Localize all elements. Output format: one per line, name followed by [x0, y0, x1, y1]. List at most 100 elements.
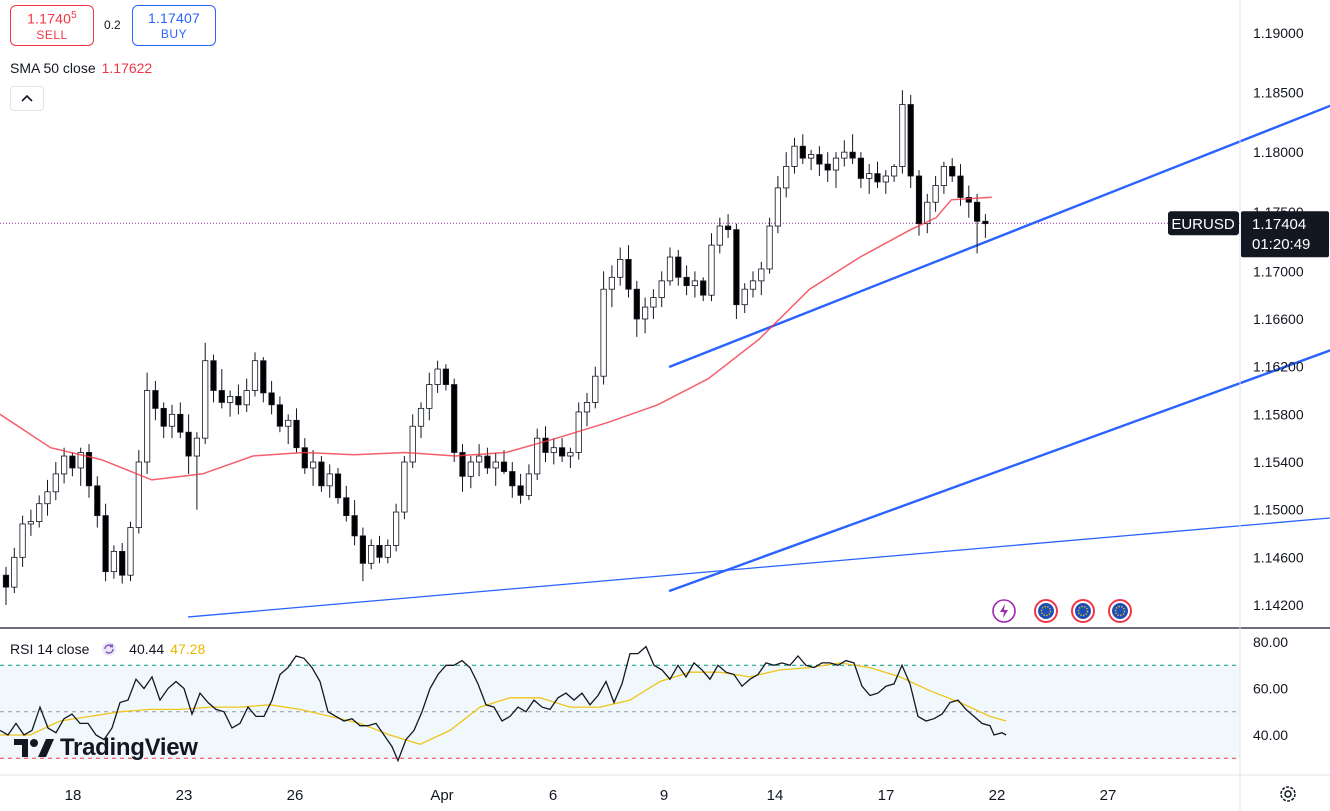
candle[interactable]	[874, 161, 881, 188]
candle[interactable]	[77, 447, 84, 486]
candle[interactable]	[915, 170, 923, 236]
candle[interactable]	[525, 464, 533, 501]
tradingview-logo[interactable]: TradingView	[14, 733, 198, 763]
candle[interactable]	[567, 447, 574, 468]
candle[interactable]	[143, 372, 151, 474]
candle[interactable]	[36, 495, 43, 528]
symbol-price-label[interactable]: EURUSD 1.17404 01:20:49	[1168, 211, 1329, 258]
candle[interactable]	[741, 283, 748, 314]
candle[interactable]	[608, 265, 616, 308]
candle[interactable]	[509, 462, 516, 498]
candle[interactable]	[110, 545, 117, 579]
gear-icon[interactable]	[1276, 782, 1300, 806]
candle[interactable]	[559, 438, 566, 462]
sma-line[interactable]	[0, 196, 992, 481]
eu-flag-icon[interactable]	[1034, 599, 1058, 623]
candle[interactable]	[119, 543, 126, 584]
candle[interactable]	[160, 402, 167, 439]
candle[interactable]	[716, 217, 723, 254]
candle[interactable]	[550, 438, 557, 465]
candle[interactable]	[583, 392, 591, 427]
candle[interactable]	[542, 426, 549, 462]
candle[interactable]	[401, 456, 408, 520]
candle[interactable]	[376, 535, 383, 564]
candle[interactable]	[293, 408, 300, 453]
candle[interactable]	[409, 414, 416, 468]
candle[interactable]	[683, 265, 690, 296]
candle[interactable]	[592, 366, 599, 409]
candle[interactable]	[193, 432, 200, 510]
candle[interactable]	[85, 444, 93, 498]
candle[interactable]	[127, 521, 134, 582]
candle[interactable]	[168, 404, 176, 439]
candle[interactable]	[243, 378, 250, 412]
candle[interactable]	[700, 277, 707, 302]
candle[interactable]	[135, 450, 142, 534]
candle[interactable]	[301, 438, 308, 474]
candle[interactable]	[392, 503, 400, 552]
candle[interactable]	[417, 402, 425, 439]
candle[interactable]	[534, 428, 541, 480]
rsi-ma-line[interactable]	[0, 662, 1007, 745]
candle[interactable]	[251, 352, 259, 397]
candle[interactable]	[226, 390, 234, 417]
candle[interactable]	[94, 476, 101, 528]
candle[interactable]	[799, 134, 806, 165]
candle[interactable]	[500, 450, 508, 474]
candle[interactable]	[650, 289, 657, 319]
candle[interactable]	[857, 152, 865, 188]
candle[interactable]	[949, 158, 956, 182]
candle[interactable]	[368, 539, 375, 570]
candle[interactable]	[426, 372, 433, 421]
candle[interactable]	[442, 364, 450, 391]
candle[interactable]	[61, 447, 68, 484]
candle[interactable]	[19, 515, 26, 567]
candle[interactable]	[924, 193, 931, 234]
candle[interactable]	[633, 280, 640, 337]
candle[interactable]	[2, 566, 10, 605]
candle[interactable]	[866, 164, 873, 194]
candle[interactable]	[642, 297, 649, 334]
candle[interactable]	[202, 342, 209, 445]
candle[interactable]	[467, 456, 474, 489]
sell-button[interactable]: 1.17405 SELL	[10, 5, 94, 46]
buy-button[interactable]: 1.17407 BUY	[132, 5, 216, 46]
rsi-legend[interactable]: RSI 14 close 40.44 47.28	[10, 641, 205, 657]
candle[interactable]	[177, 402, 184, 439]
candle[interactable]	[849, 134, 856, 165]
trendline[interactable]	[668, 207, 1330, 592]
candle[interactable]	[749, 271, 757, 298]
price-pane[interactable]	[0, 0, 1330, 618]
eu-flag-icon[interactable]	[1071, 599, 1095, 623]
candle[interactable]	[218, 369, 225, 409]
candle[interactable]	[899, 90, 906, 174]
candle[interactable]	[268, 380, 275, 415]
candle[interactable]	[691, 271, 699, 298]
candle[interactable]	[882, 170, 889, 194]
candle[interactable]	[69, 452, 76, 477]
candle[interactable]	[343, 485, 350, 522]
candle[interactable]	[766, 217, 773, 274]
candle[interactable]	[932, 176, 939, 212]
candle[interactable]	[791, 137, 798, 174]
candle[interactable]	[11, 547, 18, 594]
candle[interactable]	[816, 146, 823, 176]
rsi-pane[interactable]	[0, 629, 1240, 775]
candle[interactable]	[891, 164, 898, 182]
candle[interactable]	[152, 380, 159, 421]
candle[interactable]	[841, 140, 848, 167]
candle[interactable]	[658, 271, 665, 308]
refresh-icon[interactable]	[99, 641, 119, 657]
candle[interactable]	[965, 185, 972, 218]
candle[interactable]	[974, 193, 981, 254]
candle[interactable]	[27, 509, 35, 536]
eu-flag-icon[interactable]	[1108, 599, 1132, 623]
candle[interactable]	[617, 247, 624, 286]
candle[interactable]	[484, 447, 491, 474]
candle[interactable]	[102, 503, 109, 582]
candle[interactable]	[459, 444, 466, 492]
candle[interactable]	[260, 357, 267, 403]
candle[interactable]	[758, 261, 765, 296]
candle[interactable]	[334, 467, 342, 504]
